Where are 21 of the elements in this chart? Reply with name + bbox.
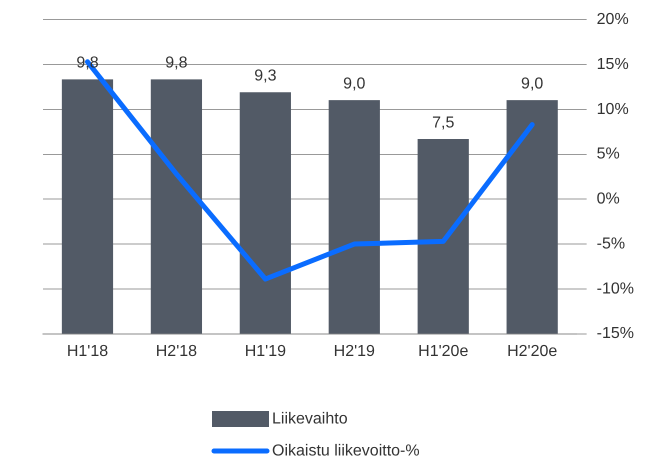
data-label: 9,3 [254,68,277,85]
y2-tick-label: 0% [596,190,620,208]
data-label: 7,5 [432,114,454,132]
x-tick-label: H1'20e [418,342,468,360]
legend-label: Oikaistu liikevoitto-% [272,442,420,460]
x-tick-label: H1'18 [66,342,108,360]
y2-tick-label: 10% [596,100,629,118]
data-label: 9,8 [165,54,188,72]
y2-tick-label: -10% [596,280,634,298]
y2-tick-label: -15% [596,325,634,342]
y2-tick-label: -5% [596,235,626,252]
y2-tick-label: 15% [596,56,629,73]
x-tick-label: H2'20e [507,342,558,360]
y2-tick-label: 5% [596,146,620,163]
x-tick-label: H2'19 [334,342,376,360]
data-label: 9,0 [343,76,366,93]
legend-label: Liikevaihto [272,410,348,428]
data-label: 9,0 [521,76,544,93]
y2-tick-label: 20% [596,11,629,28]
x-tick-label: H1'19 [244,342,286,360]
x-tick-label: H2'18 [156,342,198,360]
